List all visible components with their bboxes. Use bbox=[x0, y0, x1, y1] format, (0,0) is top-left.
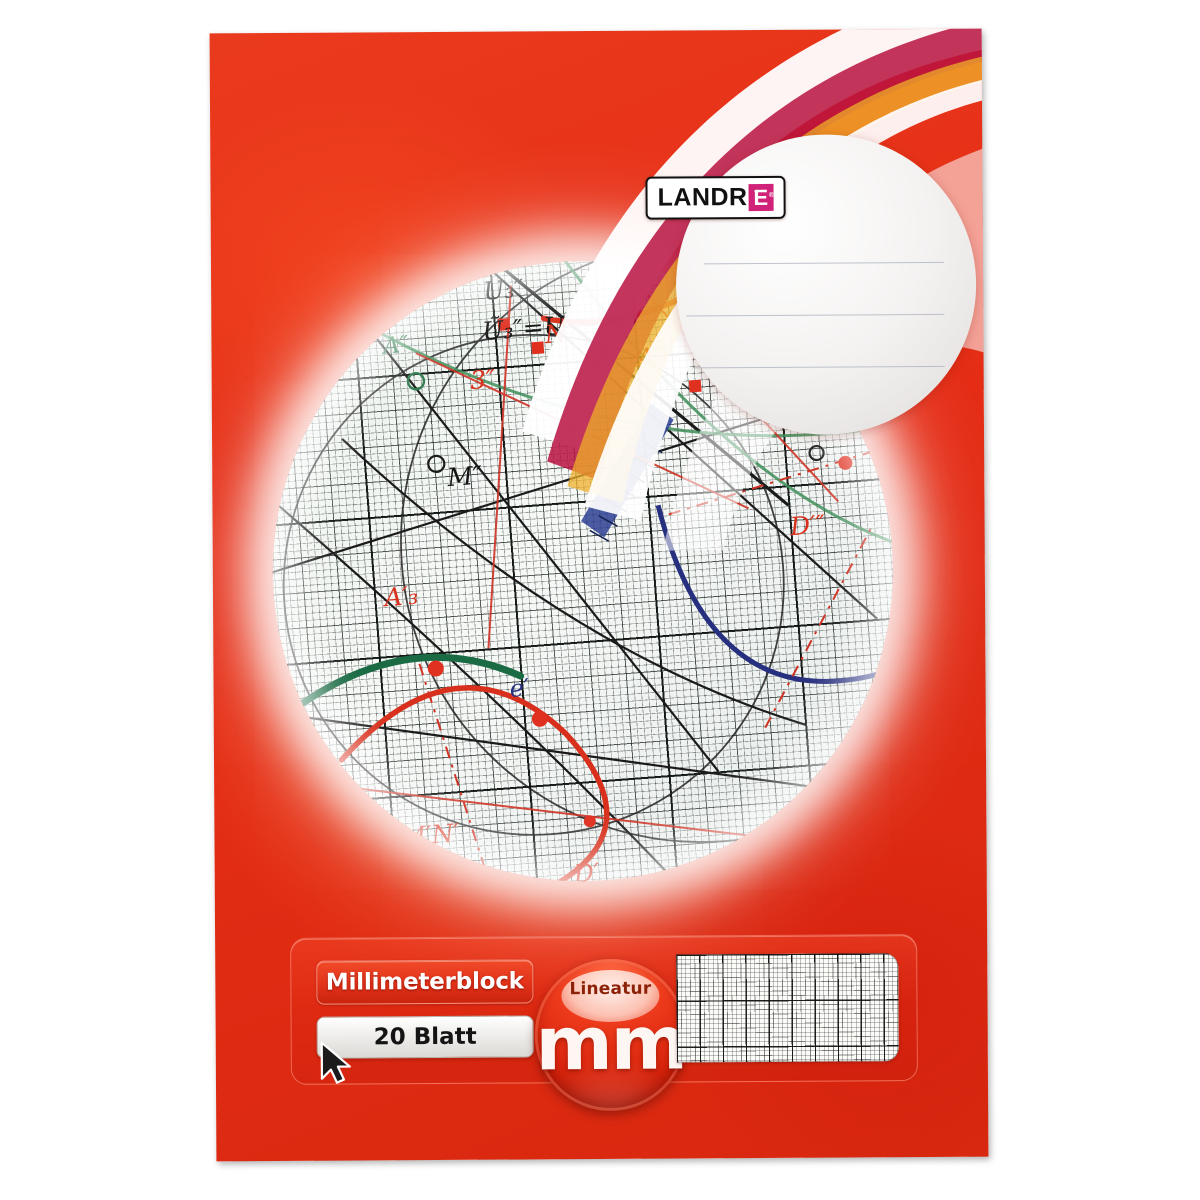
svg-text:M′N′: M′N′ bbox=[398, 818, 460, 851]
landre-logo: LANDR ´ E bbox=[645, 175, 786, 220]
ruling-code: mm bbox=[535, 1000, 687, 1088]
notepad-cover: M″ U₃″ Ũ₃″=U′ A″ N″ 3″ A″ A′₃ M′N′ D′ bbox=[209, 28, 989, 1162]
svg-text:D′: D′ bbox=[572, 858, 601, 883]
svg-text:e′: e′ bbox=[509, 674, 531, 703]
ruling-caption: Lineatur bbox=[569, 978, 652, 1000]
svg-text:M″: M″ bbox=[445, 460, 484, 492]
logo-acute-accent: ´ bbox=[753, 189, 758, 202]
writing-line-1 bbox=[703, 261, 944, 265]
writing-line-2 bbox=[686, 313, 945, 317]
logo-e-badge: ´ E bbox=[748, 183, 774, 212]
ruling-badge: Lineatur mm bbox=[534, 958, 688, 1112]
product-title-badge: Millimeterblock bbox=[316, 959, 534, 1005]
product-title-text: Millimeterblock bbox=[325, 968, 524, 996]
mouse-pointer-icon bbox=[320, 1041, 351, 1084]
sheet-count-text: 20 Blatt bbox=[373, 1023, 477, 1051]
svg-text:3″: 3″ bbox=[469, 364, 497, 395]
logo-wordmark: LANDR bbox=[657, 183, 748, 212]
svg-text:A′₃: A′₃ bbox=[381, 581, 419, 613]
preview-bold-grid bbox=[676, 953, 899, 1063]
product-info-panel: Millimeterblock 20 Blatt Lineatur mm bbox=[290, 934, 918, 1112]
svg-text:A″: A″ bbox=[380, 332, 410, 360]
grid-preview-swatch bbox=[676, 953, 899, 1063]
writing-line-3 bbox=[692, 365, 945, 369]
svg-text:U₃″: U₃″ bbox=[482, 274, 525, 306]
svg-text:D′″: D′″ bbox=[788, 510, 827, 542]
logo-text: LANDR ´ E bbox=[657, 183, 774, 212]
